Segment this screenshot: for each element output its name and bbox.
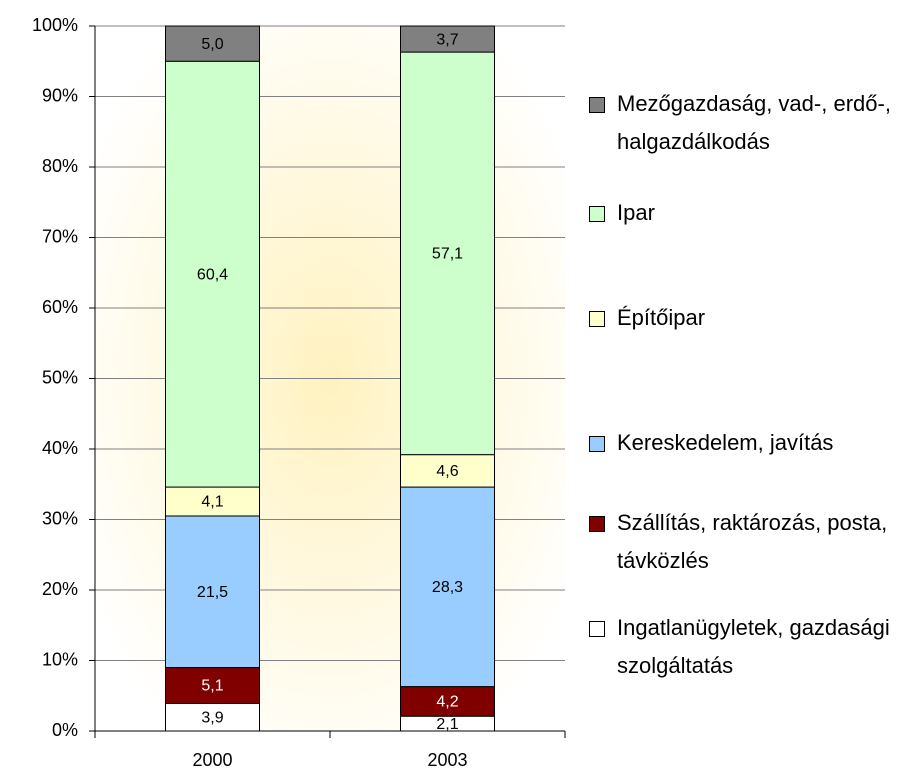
value-label: 60,4: [197, 266, 228, 283]
value-label: 5,1: [201, 678, 223, 695]
y-tick-label: 0%: [52, 720, 78, 740]
value-label: 4,6: [436, 463, 458, 480]
legend-entry: Építőipar: [589, 299, 915, 337]
value-label: 57,1: [432, 246, 463, 263]
y-tick-label: 100%: [32, 15, 78, 35]
value-label: 3,7: [436, 31, 458, 48]
x-tick-label: 2003: [427, 750, 467, 770]
legend-swatch: [589, 436, 605, 452]
bar-segment: [165, 60, 260, 488]
value-label: 4,1: [201, 494, 223, 511]
x-tick-label: 2000: [192, 750, 232, 770]
bar-segment: [165, 25, 260, 62]
legend-swatch: [589, 311, 605, 327]
value-label: 2,1: [436, 716, 458, 733]
legend-swatch: [589, 621, 605, 637]
y-tick-label: 50%: [42, 367, 78, 387]
legend-label: Ipar: [617, 200, 655, 225]
y-tick-label: 40%: [42, 438, 78, 458]
legend-entry: Mezőgazdaság, vad-, erdő-, halgazdálkodá…: [589, 85, 915, 161]
bar-segment: [400, 25, 495, 53]
legend-entry: Ipar: [589, 194, 915, 232]
y-tick-label: 80%: [42, 156, 78, 176]
value-label: 5,0: [201, 36, 223, 53]
bar-segment: [400, 686, 495, 717]
legend-label: Ingatlanügyletek, gazdasági szolgáltatás: [617, 615, 890, 678]
bar-segment: [165, 486, 260, 517]
legend-label: Kereskedelem, javítás: [617, 430, 834, 455]
bar-segment: [165, 667, 260, 705]
legend-entry: Szállítás, raktározás, posta, távközlés: [589, 504, 915, 580]
y-tick-label: 20%: [42, 579, 78, 599]
y-tick-label: 70%: [42, 226, 78, 246]
legend-swatch: [589, 206, 605, 222]
y-tick-label: 30%: [42, 508, 78, 528]
legend-swatch: [589, 516, 605, 532]
legend-label: Építőipar: [617, 305, 706, 330]
y-tick-label: 10%: [42, 649, 78, 669]
legend-entry: Ingatlanügyletek, gazdasági szolgáltatás: [589, 609, 915, 685]
bar-segment: [165, 515, 260, 669]
bar-segment: [400, 51, 495, 456]
legend-label: Szállítás, raktározás, posta, távközlés: [617, 510, 888, 573]
legend-entry: Kereskedelem, javítás: [589, 424, 915, 462]
bar-segment: [400, 486, 495, 688]
legend-swatch: [589, 97, 605, 113]
legend-label: Mezőgazdaság, vad-, erdő-, halgazdálkodá…: [617, 91, 891, 154]
y-tick-label: 90%: [42, 85, 78, 105]
value-label: 28,3: [432, 579, 463, 596]
value-label: 4,2: [436, 694, 458, 711]
value-label: 3,9: [201, 709, 223, 726]
bar-segment: [400, 454, 495, 488]
value-label: 21,5: [197, 584, 228, 601]
y-tick-label: 60%: [42, 297, 78, 317]
